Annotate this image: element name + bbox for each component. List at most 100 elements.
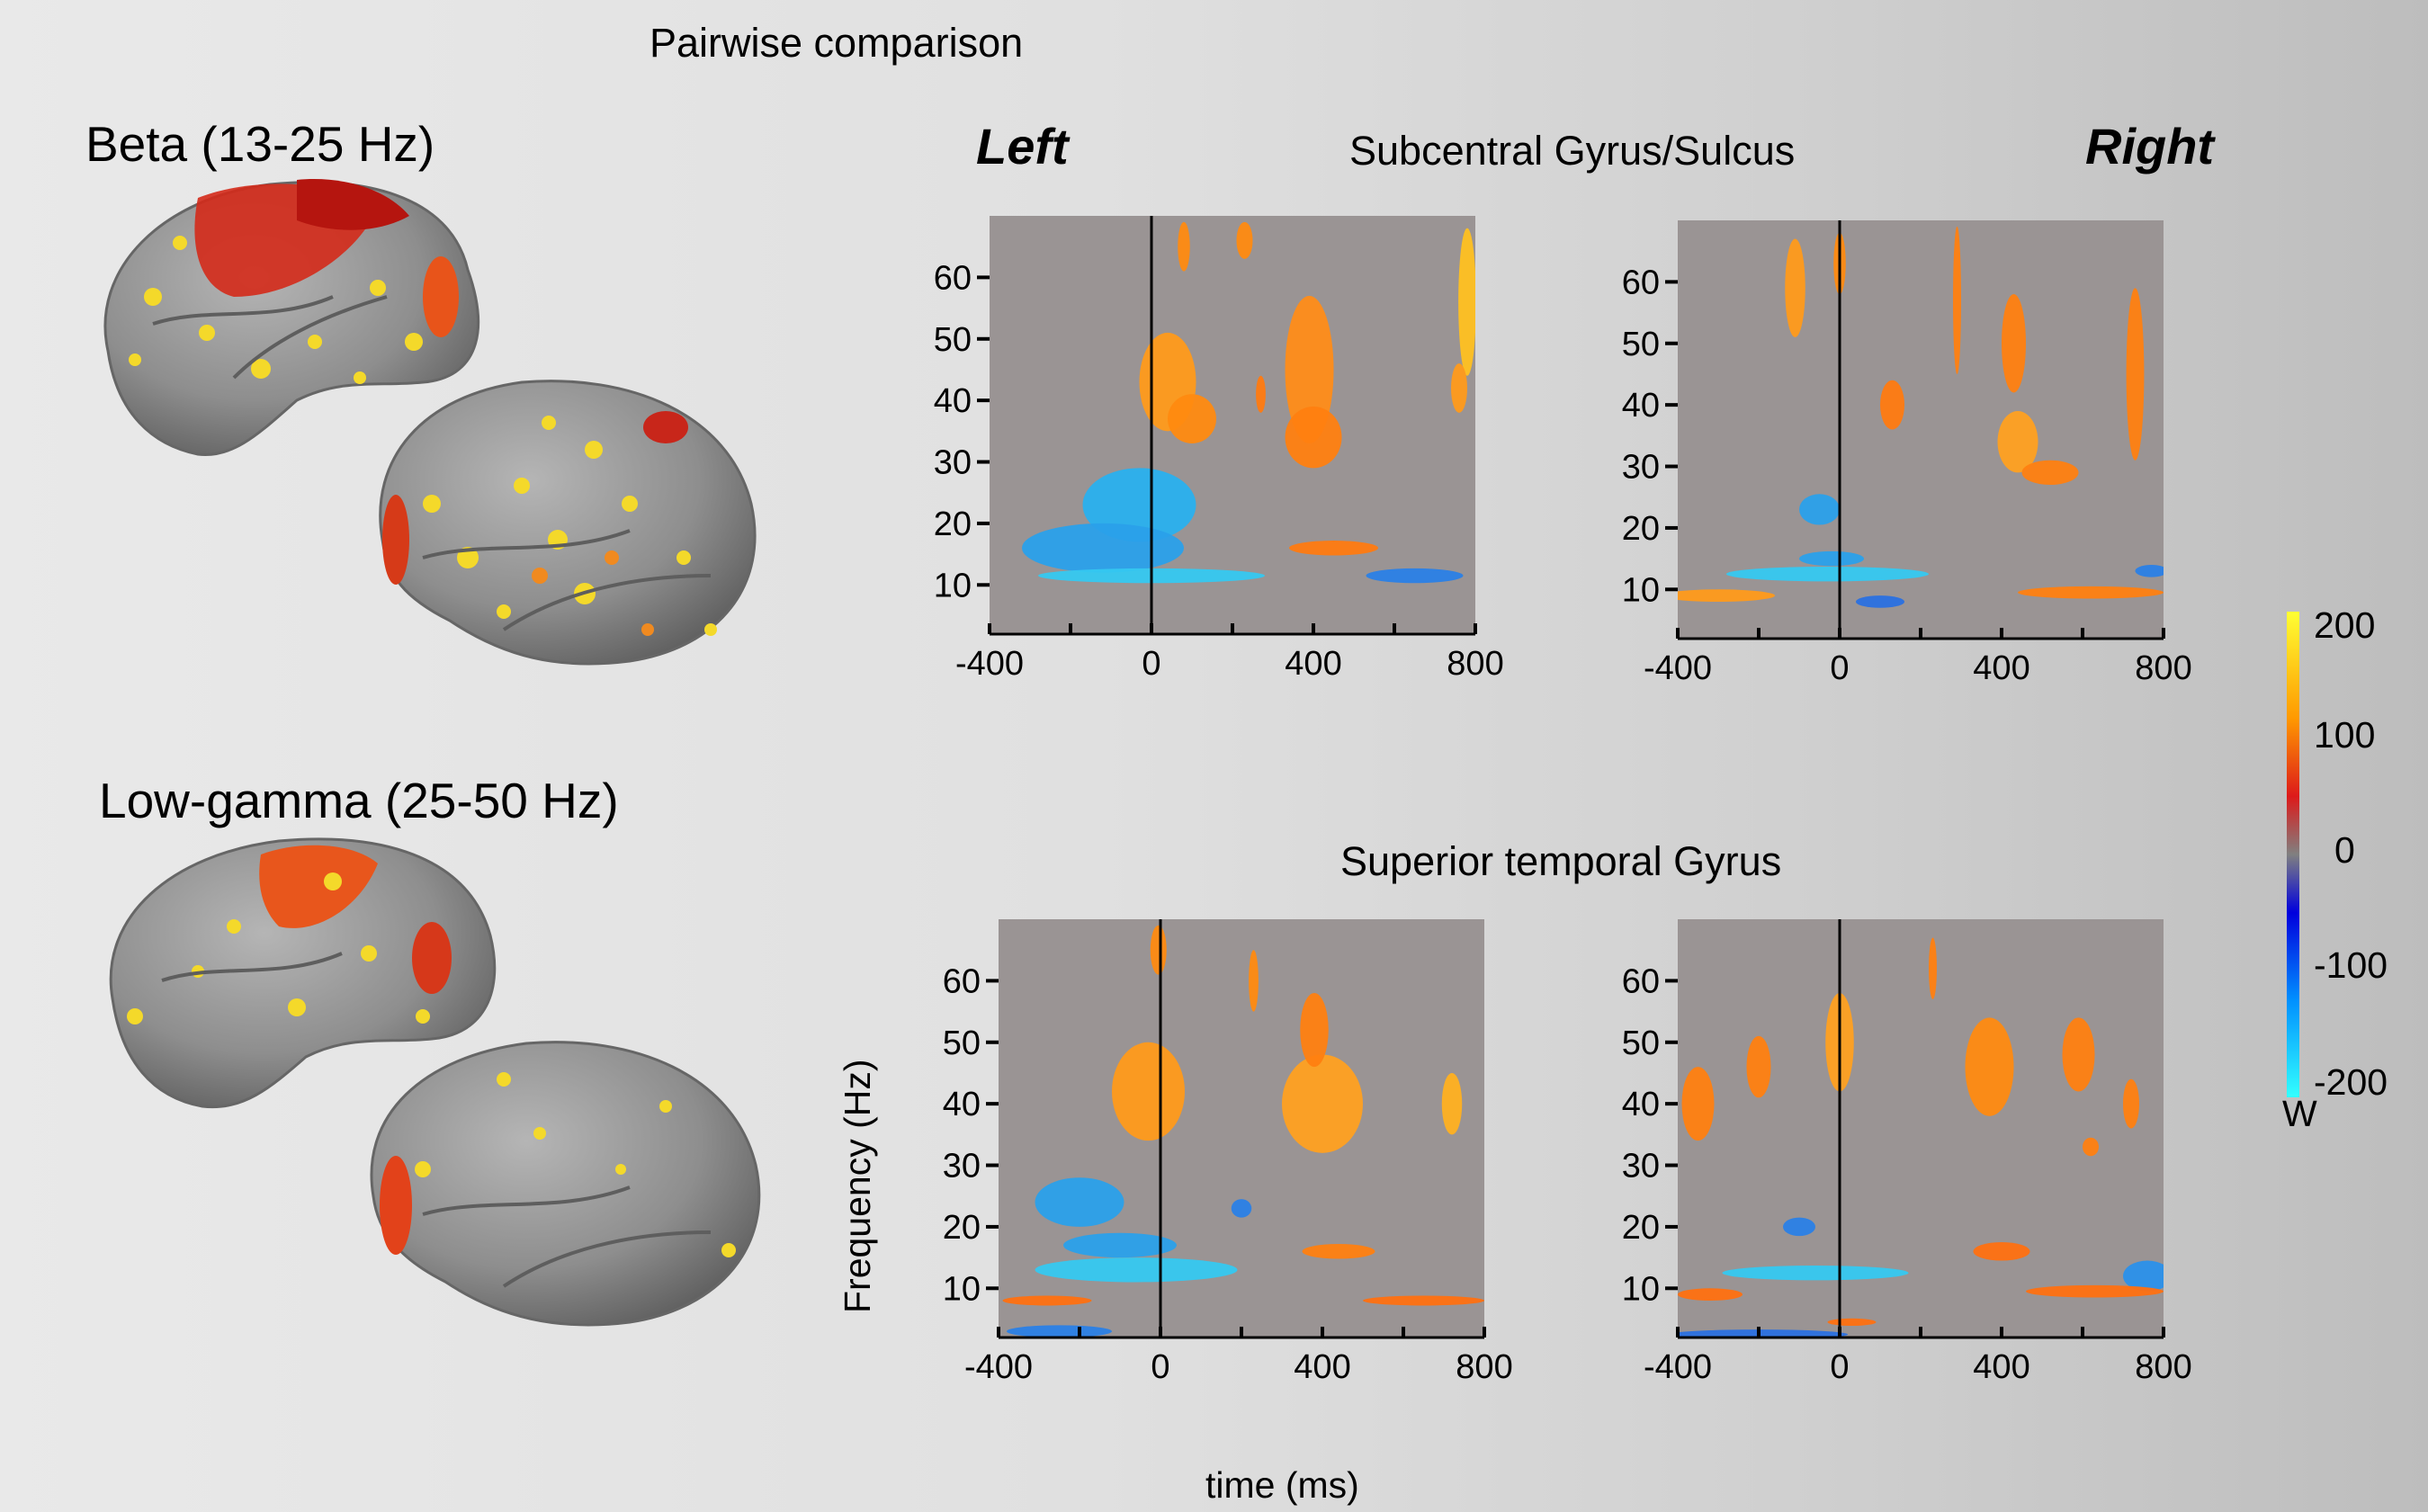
y-tick-label: 20 [1622, 1209, 1660, 1247]
tf-heatmap-temporal-right: -400 0 400 800 60 50 40 30 20 10 [1622, 919, 2192, 1386]
colorbar-tick-200: 200 [2314, 604, 2376, 646]
heatmap-cluster [1458, 228, 1475, 376]
heatmap-cluster [2123, 1078, 2139, 1129]
colorbar [2287, 612, 2299, 1097]
x-tick-label: 400 [1285, 645, 1341, 683]
figure-title: Pairwise comparison [650, 20, 1024, 66]
heatmap-cluster [1063, 1232, 1177, 1258]
heatmap-cluster [2126, 288, 2145, 461]
heatmap-cluster [1231, 1199, 1252, 1218]
heatmap-cluster [2021, 460, 2079, 486]
brain-gamma-right-icon [370, 1041, 761, 1327]
heatmap-cluster [1236, 221, 1253, 259]
heatmap-cluster [1168, 394, 1216, 444]
y-tick-label: 40 [934, 382, 972, 420]
heatmap-cluster [1799, 550, 1864, 567]
heatmap-cluster [1929, 937, 1937, 999]
colorbar-tick-100: 100 [2314, 714, 2376, 756]
heatmap-cluster [1678, 589, 1775, 602]
heatmap-cluster [1997, 410, 2038, 473]
x-tick-label: -400 [964, 1348, 1033, 1386]
brain-beta-right-icon [379, 380, 757, 666]
x-tick-label: 0 [1142, 645, 1160, 683]
heatmap-cluster [1678, 1288, 1743, 1301]
y-tick-label: 50 [934, 321, 972, 359]
region-label-superior-temporal: Superior temporal Gyrus [1340, 838, 1782, 884]
colorbar-unit: W [2282, 1093, 2317, 1134]
colorbar-tick-minus-100: -100 [2314, 944, 2388, 986]
region-label-subcentral: Subcentral Gyrus/Sulcus [1349, 128, 1796, 174]
y-tick-label: 30 [1622, 449, 1660, 487]
y-tick-label: 30 [934, 444, 972, 482]
y-tick-label: 60 [943, 962, 981, 1000]
colorbar-tick-0: 0 [2334, 829, 2355, 871]
y-tick-label: 20 [934, 505, 972, 543]
x-tick-label: 400 [1294, 1348, 1350, 1386]
y-tick-label: 40 [943, 1086, 981, 1123]
y-tick-label: 50 [943, 1024, 981, 1062]
heatmap-cluster [1722, 1265, 1909, 1281]
colorbar-tick-minus-200: -200 [2314, 1061, 2388, 1103]
y-tick-label: 30 [1622, 1148, 1660, 1185]
tf-heatmap-subcentral-left: -400 0 400 800 60 50 40 30 20 10 [934, 216, 1504, 683]
heatmap-cluster [1441, 1072, 1463, 1135]
brain-beta-left-icon [103, 179, 480, 457]
y-tick-label: 60 [934, 259, 972, 297]
heatmap-cluster [1827, 1318, 1877, 1327]
heatmap-cluster [1363, 1295, 1484, 1306]
x-tick-label: 800 [2135, 649, 2191, 687]
heatmap-cluster [2002, 294, 2026, 393]
y-tick-label: 10 [934, 567, 972, 604]
heatmap-cluster [1022, 523, 1184, 573]
heatmap-cluster [1035, 1177, 1124, 1227]
heatmap-cluster [2135, 564, 2164, 577]
left-hemisphere-label: Left [976, 118, 1069, 174]
y-tick-label: 10 [1622, 1270, 1660, 1308]
low-gamma-band-label: Low-gamma (25-50 Hz) [99, 773, 619, 828]
heatmap-cluster [1965, 1017, 2014, 1116]
y-tick-label: 10 [943, 1270, 981, 1308]
heatmap-cluster [1783, 1217, 1815, 1237]
x-tick-label: 800 [2135, 1348, 2191, 1386]
heatmap-cluster [1300, 993, 1329, 1068]
right-hemisphere-label: Right [2085, 118, 2215, 174]
beta-band-label: Beta (13-25 Hz) [85, 116, 435, 172]
heatmap-cluster [1282, 1054, 1363, 1153]
colorbar-gradient [2287, 612, 2299, 1097]
x-tick-label: 800 [1447, 645, 1503, 683]
x-tick-label: 400 [1973, 1348, 2029, 1386]
heatmap-cluster [1150, 925, 1167, 975]
y-tick-label: 60 [1622, 264, 1660, 301]
heatmap-cluster [2123, 1260, 2164, 1292]
x-tick-label: 800 [1456, 1348, 1512, 1386]
heatmap-cluster [2062, 1017, 2095, 1092]
heatmap-cluster [1302, 1244, 1375, 1259]
y-tick-label: 10 [1622, 571, 1660, 609]
heatmap-cluster [1007, 1325, 1112, 1338]
y-tick-label: 20 [1622, 510, 1660, 548]
y-tick-label: 50 [1622, 326, 1660, 363]
y-tick-label: 50 [1622, 1024, 1660, 1062]
heatmap-cluster [1112, 1042, 1185, 1141]
heatmap-cluster [1785, 238, 1805, 337]
tf-heatmap-subcentral-right: -400 0 400 800 60 50 40 30 20 10 [1622, 220, 2192, 687]
heatmap-cluster [1973, 1242, 2030, 1261]
heatmap-cluster [1002, 1295, 1092, 1306]
x-axis-label: time (ms) [1205, 1464, 1359, 1506]
x-tick-label: 400 [1973, 649, 2029, 687]
heatmap-cluster [2018, 586, 2164, 599]
heatmap-cluster [1366, 568, 1464, 584]
y-tick-label: 40 [1622, 387, 1660, 425]
y-tick-label: 20 [943, 1209, 981, 1247]
heatmap-cluster [1178, 221, 1190, 272]
heatmap-cluster [1082, 468, 1196, 542]
y-tick-label: 40 [1622, 1086, 1660, 1123]
y-tick-label: 60 [1622, 962, 1660, 1000]
heatmap-cluster [1285, 406, 1342, 469]
x-tick-label: 0 [1830, 649, 1849, 687]
x-tick-label: 0 [1830, 1348, 1849, 1386]
brain-gamma-left-icon [109, 837, 497, 1109]
heatmap-cluster [1726, 566, 1929, 582]
x-tick-label: -400 [1644, 1348, 1712, 1386]
